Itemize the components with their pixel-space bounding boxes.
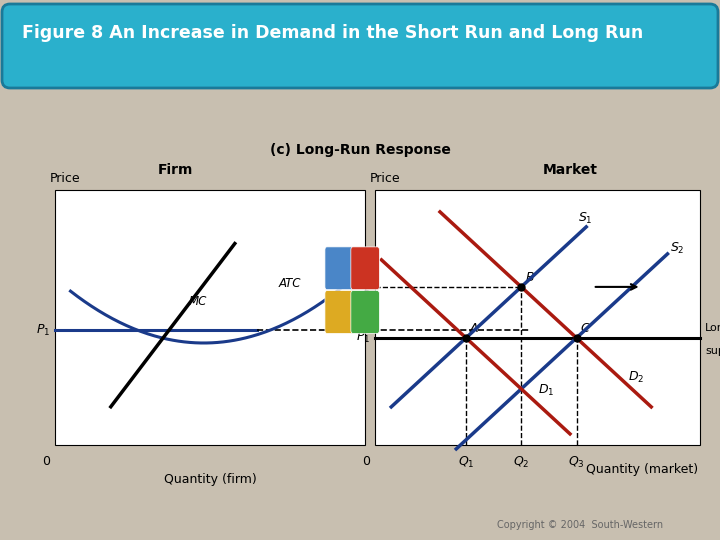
Text: MC: MC bbox=[189, 295, 207, 308]
Text: C: C bbox=[580, 322, 589, 335]
Bar bbox=[375, 190, 700, 445]
Text: Figure 8 An Increase in Demand in the Short Run and Long Run: Figure 8 An Increase in Demand in the Sh… bbox=[22, 24, 643, 42]
Text: Price: Price bbox=[370, 172, 400, 185]
Text: $Q_2$: $Q_2$ bbox=[513, 455, 529, 470]
FancyBboxPatch shape bbox=[351, 247, 379, 289]
Text: Firm: Firm bbox=[157, 163, 193, 177]
Text: $D_1$: $D_1$ bbox=[538, 383, 554, 398]
Text: supply: supply bbox=[705, 346, 720, 356]
Text: B: B bbox=[526, 271, 534, 284]
FancyBboxPatch shape bbox=[351, 291, 379, 333]
FancyBboxPatch shape bbox=[325, 247, 354, 289]
Text: $P_2$: $P_2$ bbox=[356, 279, 370, 294]
Text: $S_2$: $S_2$ bbox=[670, 241, 684, 256]
Bar bbox=[55, 190, 365, 445]
Text: $D_2$: $D_2$ bbox=[629, 370, 644, 386]
Text: $Q_3$: $Q_3$ bbox=[568, 455, 585, 470]
Text: 0: 0 bbox=[42, 455, 50, 468]
Text: A: A bbox=[470, 322, 479, 335]
Text: Market: Market bbox=[542, 163, 598, 177]
Text: (c) Long-Run Response: (c) Long-Run Response bbox=[269, 143, 451, 157]
Text: Price: Price bbox=[50, 172, 81, 185]
Text: 0: 0 bbox=[362, 455, 370, 468]
FancyBboxPatch shape bbox=[2, 4, 718, 88]
Text: $P_1$: $P_1$ bbox=[36, 323, 50, 338]
Text: Long-run: Long-run bbox=[705, 323, 720, 333]
FancyBboxPatch shape bbox=[325, 291, 354, 333]
Text: Quantity (market): Quantity (market) bbox=[586, 463, 698, 476]
Text: Copyright © 2004  South-Western: Copyright © 2004 South-Western bbox=[497, 520, 663, 530]
Text: ATC: ATC bbox=[278, 277, 301, 290]
Text: $S_1$: $S_1$ bbox=[578, 211, 593, 226]
Text: $P_1$: $P_1$ bbox=[356, 330, 370, 346]
Text: Quantity (firm): Quantity (firm) bbox=[163, 473, 256, 486]
Text: $Q_1$: $Q_1$ bbox=[458, 455, 474, 470]
